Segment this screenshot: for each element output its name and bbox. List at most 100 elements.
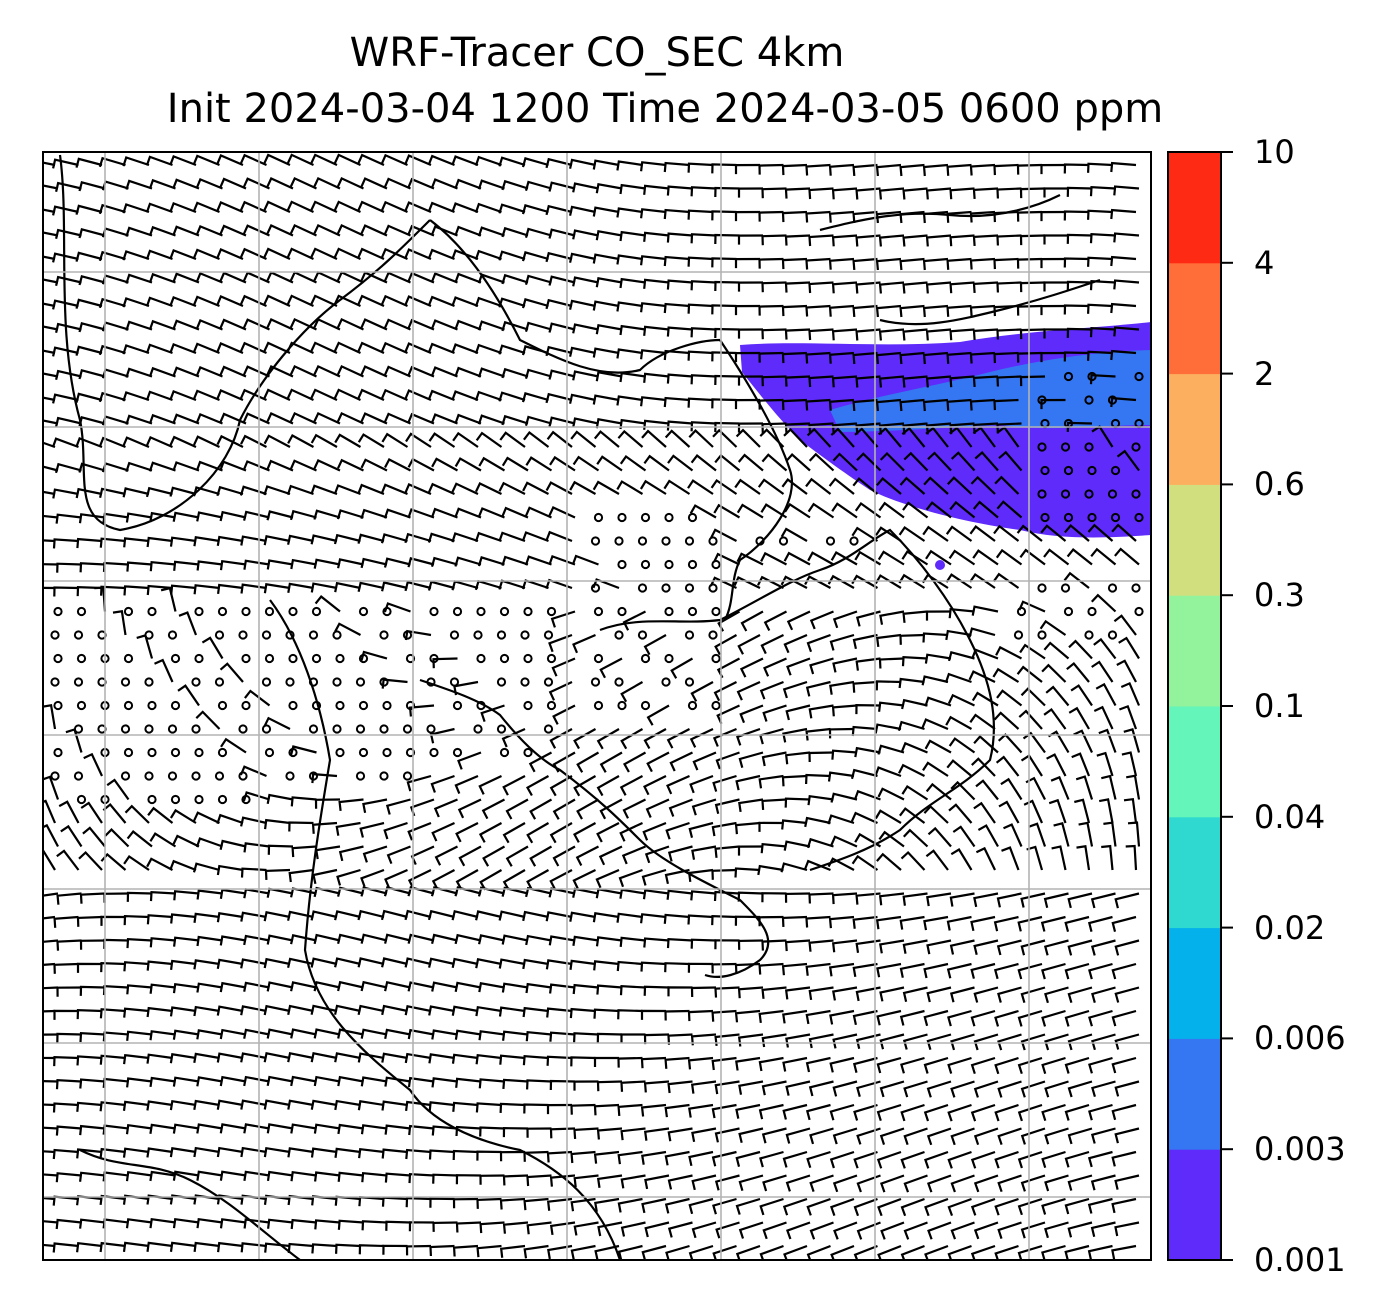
wind-barb: [761, 751, 787, 767]
wind-barb: [690, 280, 717, 291]
wind-barb: [216, 1052, 244, 1063]
wind-barb: [761, 892, 787, 903]
wind-barb: [123, 1053, 150, 1065]
wind-barb: [805, 1009, 831, 1025]
wind-barb: [619, 936, 646, 948]
wind-barb: [521, 251, 549, 262]
wind-barb: [123, 854, 150, 871]
wind-barb: [1063, 257, 1090, 268]
wind-barb: [55, 275, 82, 287]
wind-barb: [712, 428, 738, 448]
wind-barb: [663, 208, 690, 220]
wind-barb: [524, 555, 552, 566]
wind-barb: [596, 984, 623, 995]
wind-barb: [501, 273, 529, 285]
wind-barb: [735, 1197, 761, 1215]
wind-barb: [479, 1174, 505, 1185]
wind-barb: [451, 343, 479, 355]
wind-barb: [384, 933, 411, 944]
wind-barb: [901, 656, 928, 667]
wind-barb: [454, 225, 482, 237]
wind-barb: [854, 427, 879, 448]
wind-barb: [690, 938, 717, 949]
wind-barb: [454, 556, 482, 567]
calm-wind-circle: [429, 606, 439, 617]
wind-barb: [666, 774, 690, 795]
wind-barb: [827, 857, 855, 871]
calm-wind-circle: [191, 771, 201, 781]
wind-barb: [383, 177, 411, 190]
wind-barb: [1063, 304, 1090, 315]
calm-wind-circle: [661, 677, 671, 687]
wind-barb: [1091, 1080, 1116, 1098]
wind-barb: [739, 704, 764, 724]
wind-barb: [79, 1031, 106, 1043]
wind-barb: [286, 388, 314, 401]
calm-wind-circle: [214, 771, 225, 781]
wind-barb: [804, 816, 831, 828]
wind-barb: [880, 1221, 905, 1240]
wind-barb: [337, 1075, 364, 1087]
calm-wind-circle: [311, 700, 322, 711]
wind-barb: [901, 784, 929, 801]
wind-barb: [641, 1197, 667, 1214]
wind-barb: [618, 868, 643, 888]
wind-barb: [640, 1056, 667, 1069]
colorbar-segment: [1168, 706, 1221, 818]
wind-barb: [526, 1221, 552, 1235]
calm-wind-circle: [426, 724, 436, 734]
wind-barb: [993, 711, 1020, 730]
wind-barb: [1040, 210, 1066, 222]
calm-wind-circle: [355, 677, 366, 687]
wind-barb: [617, 429, 644, 448]
wind-barb: [475, 910, 502, 921]
calm-wind-circle: [593, 700, 604, 711]
calm-wind-circle: [358, 747, 369, 758]
wind-barb: [433, 798, 458, 818]
wind-barb: [404, 154, 432, 167]
wind-barb: [877, 427, 902, 448]
wind-barb: [829, 680, 855, 695]
wind-barb: [100, 961, 126, 973]
wind-barb: [43, 419, 59, 425]
wind-barb: [310, 910, 338, 921]
wind-barb: [785, 1174, 811, 1192]
calm-wind-circle: [617, 700, 627, 711]
wind-barb: [428, 432, 456, 448]
wind-barb: [973, 1127, 999, 1146]
wind-barb: [1045, 685, 1070, 707]
wind-barb: [478, 456, 506, 472]
calm-wind-circle: [191, 677, 201, 687]
wind-barb: [1093, 705, 1114, 730]
wind-barb: [523, 1150, 549, 1162]
wind-barb: [79, 1218, 106, 1229]
wind-barb: [501, 934, 529, 945]
wind-barb: [902, 281, 928, 294]
wind-barb: [828, 477, 855, 495]
calm-wind-circle: [523, 700, 533, 711]
wind-barb: [973, 1221, 999, 1240]
wind-barb: [569, 252, 596, 263]
wind-barb: [714, 280, 740, 292]
wind-barb: [427, 248, 455, 261]
wind-barb: [1114, 1033, 1140, 1050]
wind-barb: [523, 1103, 549, 1114]
wind-barb: [780, 527, 808, 542]
wind-barb: [737, 986, 764, 999]
wind-barb: [805, 163, 831, 176]
wind-barb: [78, 513, 106, 524]
wind-barb: [973, 892, 999, 908]
wind-barb: [1064, 1103, 1090, 1121]
wind-barb: [666, 373, 693, 384]
wind-barb: [193, 435, 220, 448]
wind-barb: [475, 431, 503, 448]
wind-barb: [263, 535, 291, 546]
wind-barb: [1074, 798, 1091, 824]
wind-barb: [334, 957, 361, 968]
wind-barb: [1020, 892, 1046, 908]
wind-barb: [852, 633, 878, 650]
wind-barb: [522, 1055, 549, 1066]
wind-barb: [805, 477, 832, 495]
wind-barb: [617, 1150, 643, 1165]
wind-barb: [1064, 1009, 1090, 1027]
